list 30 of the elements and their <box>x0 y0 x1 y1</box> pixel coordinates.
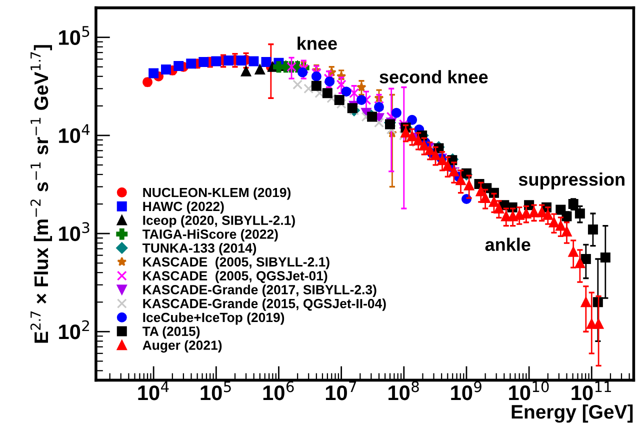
y-tick-label: 10$^{5}$ <box>59 26 90 45</box>
x-tick-label: 10$^{11}$ <box>572 381 611 400</box>
x-tick-label: 10$^{10}$ <box>509 381 549 400</box>
legend-label: TAIGA-HiScore (2022) <box>142 229 278 242</box>
legend-label: KASCADE (2005, QGSJet-01) <box>143 270 328 284</box>
annotation: suppression <box>518 172 624 190</box>
legend-label: TUNKA-133 (2014) <box>142 243 256 256</box>
y-tick-label: 10$^{2}$ <box>59 320 89 340</box>
y-tick-label: 10$^{4}$ <box>59 124 90 144</box>
x-tick-label: 10$^{8}$ <box>388 381 419 400</box>
legend-label: KASCADE-Grande (2015, QGSJet-II-04) <box>143 298 386 311</box>
x-tick-label: 10$^{4}$ <box>138 381 169 400</box>
x-tick-label: 10$^{9}$ <box>451 381 482 400</box>
legend-label: HAWC (2022) <box>143 201 224 214</box>
legend-label: KASCADE (2005, SIBYLL-2.1) <box>143 256 330 270</box>
legend-label: TA (2015) <box>142 326 200 339</box>
annotation: knee <box>298 36 337 50</box>
x-tick-label: 10$^{5}$ <box>200 381 231 400</box>
annotation: second knee <box>380 70 488 84</box>
legend-label: Iceop (2020, SIBYLL-2.1) <box>143 215 295 228</box>
annotation: ankle <box>485 238 530 251</box>
legend-label: IceCube+IceTop (2019) <box>143 312 284 325</box>
x-tick-label: 10$^{7}$ <box>326 381 356 400</box>
x-tick-label: 10$^{6}$ <box>263 381 294 400</box>
legend-label: NUCLEON-KLEM (2019) <box>143 187 290 200</box>
legend-label: KASCADE-Grande (2017, SIBYLL-2.3) <box>143 284 376 297</box>
legend-label: Auger (2021) <box>142 340 222 353</box>
text: E$^{2.7}$ × Flux [m$^{−2}$ s$^{−1}$ sr$^{−1}$ GeV$^{1.7}$] <box>30 45 52 343</box>
x-axis-title: Energy [GeV] <box>512 404 633 423</box>
y-tick-label: 10$^{3}$ <box>59 222 90 242</box>
